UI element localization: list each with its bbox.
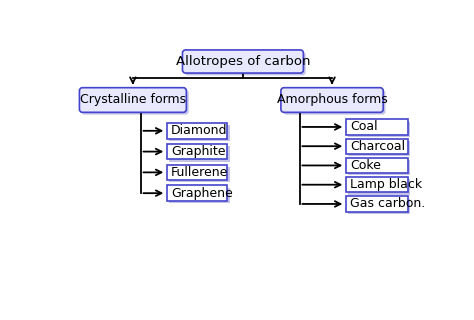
Text: Graphene: Graphene (171, 187, 233, 200)
FancyBboxPatch shape (348, 160, 410, 175)
FancyBboxPatch shape (348, 122, 410, 137)
Text: Diamond: Diamond (171, 124, 228, 137)
FancyBboxPatch shape (182, 50, 303, 73)
Text: Coal: Coal (350, 120, 377, 133)
FancyBboxPatch shape (346, 158, 408, 173)
FancyBboxPatch shape (281, 88, 383, 112)
Text: Lamp black: Lamp black (350, 178, 422, 191)
Text: Gas carbon.: Gas carbon. (350, 197, 425, 211)
Text: Crystalline forms: Crystalline forms (80, 93, 186, 107)
FancyBboxPatch shape (169, 188, 230, 203)
FancyBboxPatch shape (346, 119, 408, 135)
Text: Amorphous forms: Amorphous forms (277, 93, 387, 107)
FancyBboxPatch shape (346, 177, 408, 192)
FancyBboxPatch shape (167, 165, 228, 180)
FancyBboxPatch shape (169, 146, 230, 162)
Text: Charcoal: Charcoal (350, 140, 405, 153)
FancyBboxPatch shape (169, 167, 230, 182)
FancyBboxPatch shape (80, 88, 186, 112)
Text: Allotropes of carbon: Allotropes of carbon (176, 55, 310, 68)
Text: Graphite: Graphite (171, 145, 225, 158)
FancyBboxPatch shape (346, 139, 408, 154)
FancyBboxPatch shape (167, 123, 228, 139)
Text: Fullerene: Fullerene (171, 166, 228, 179)
FancyBboxPatch shape (167, 186, 228, 201)
FancyBboxPatch shape (185, 52, 306, 75)
FancyBboxPatch shape (167, 144, 228, 159)
FancyBboxPatch shape (283, 90, 385, 115)
FancyBboxPatch shape (346, 196, 408, 212)
FancyBboxPatch shape (169, 125, 230, 141)
FancyBboxPatch shape (82, 90, 189, 115)
FancyBboxPatch shape (348, 141, 410, 156)
FancyBboxPatch shape (348, 198, 410, 214)
FancyBboxPatch shape (348, 179, 410, 195)
Text: Coke: Coke (350, 159, 381, 172)
